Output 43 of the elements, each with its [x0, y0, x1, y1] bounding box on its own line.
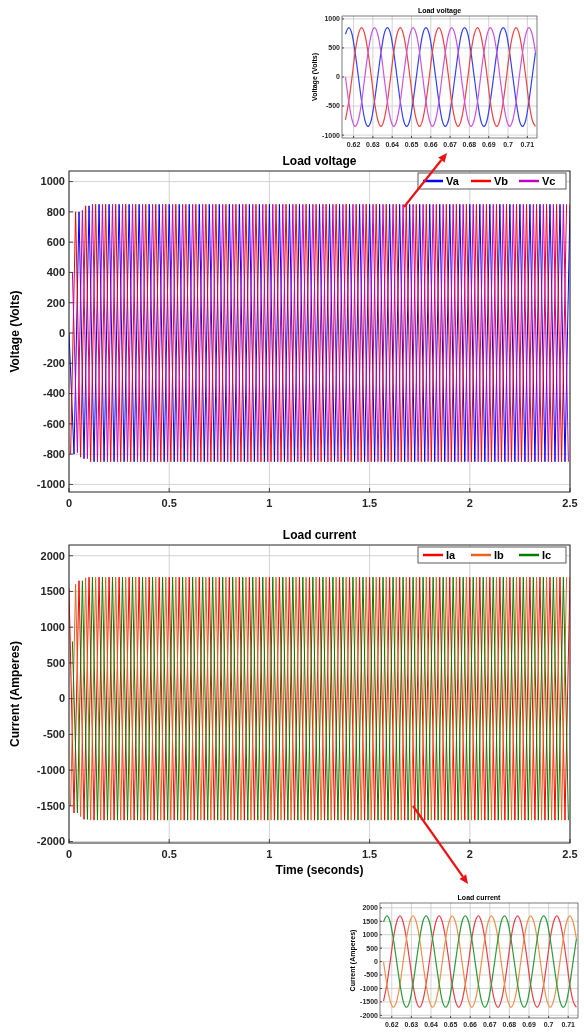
y-tick-label: 400 — [46, 266, 65, 279]
y-tick-label: -1000 — [36, 763, 65, 776]
y-tick-label: -1000 — [36, 478, 65, 491]
x-tick-label: 0.5 — [161, 497, 177, 509]
x-axis-title: Time (seconds) — [275, 863, 364, 877]
x-tick-label: 1.5 — [361, 497, 378, 509]
y-axis-title: Voltage (Volts) — [8, 290, 22, 373]
y-tick-label: 200 — [46, 296, 65, 309]
legend-label: Va — [446, 175, 460, 187]
x-tick-label: 1 — [266, 848, 273, 860]
x-tick-label: 1.5 — [361, 848, 378, 860]
y-tick-label: 0 — [58, 692, 65, 705]
legend-label: Vb — [494, 175, 509, 187]
chart-title: Load current — [282, 528, 357, 542]
y-tick-label: -500 — [42, 728, 65, 741]
line-series — [344, 27, 537, 127]
y-tick-label: -200 — [42, 357, 65, 370]
y-tick-label: 1000 — [40, 175, 65, 188]
y-tick-label: 800 — [46, 205, 65, 218]
x-tick-label: 2.5 — [562, 848, 578, 860]
y-tick-label: -1500 — [36, 799, 65, 812]
chart-title: Load voltage — [282, 154, 357, 168]
y-tick-label: -2000 — [36, 835, 65, 848]
y-tick-label: 1000 — [40, 621, 65, 634]
y-tick-label: 600 — [46, 236, 65, 249]
x-tick-label: 0.5 — [161, 848, 177, 860]
legend-label: Vc — [542, 175, 556, 187]
legend-label: Ic — [542, 549, 552, 561]
legend-label: Ia — [446, 549, 457, 561]
y-tick-label: 0 — [58, 326, 65, 339]
y-tick-label: -800 — [42, 448, 65, 460]
x-tick-label: 2 — [466, 848, 473, 860]
y-tick-label: -600 — [42, 417, 65, 430]
y-tick-label: 2000 — [40, 549, 65, 562]
y-tick-label: 1500 — [40, 585, 65, 598]
y-axis-title: Current (Amperes) — [8, 640, 22, 748]
y-tick-label: -400 — [42, 387, 65, 400]
legend-label: Ib — [494, 549, 505, 561]
x-tick-label: 2 — [466, 497, 473, 509]
y-tick-label: 500 — [46, 656, 65, 669]
x-tick-label: 1 — [266, 497, 273, 509]
line-series — [382, 915, 578, 1008]
x-tick-label: 2.5 — [562, 497, 578, 509]
